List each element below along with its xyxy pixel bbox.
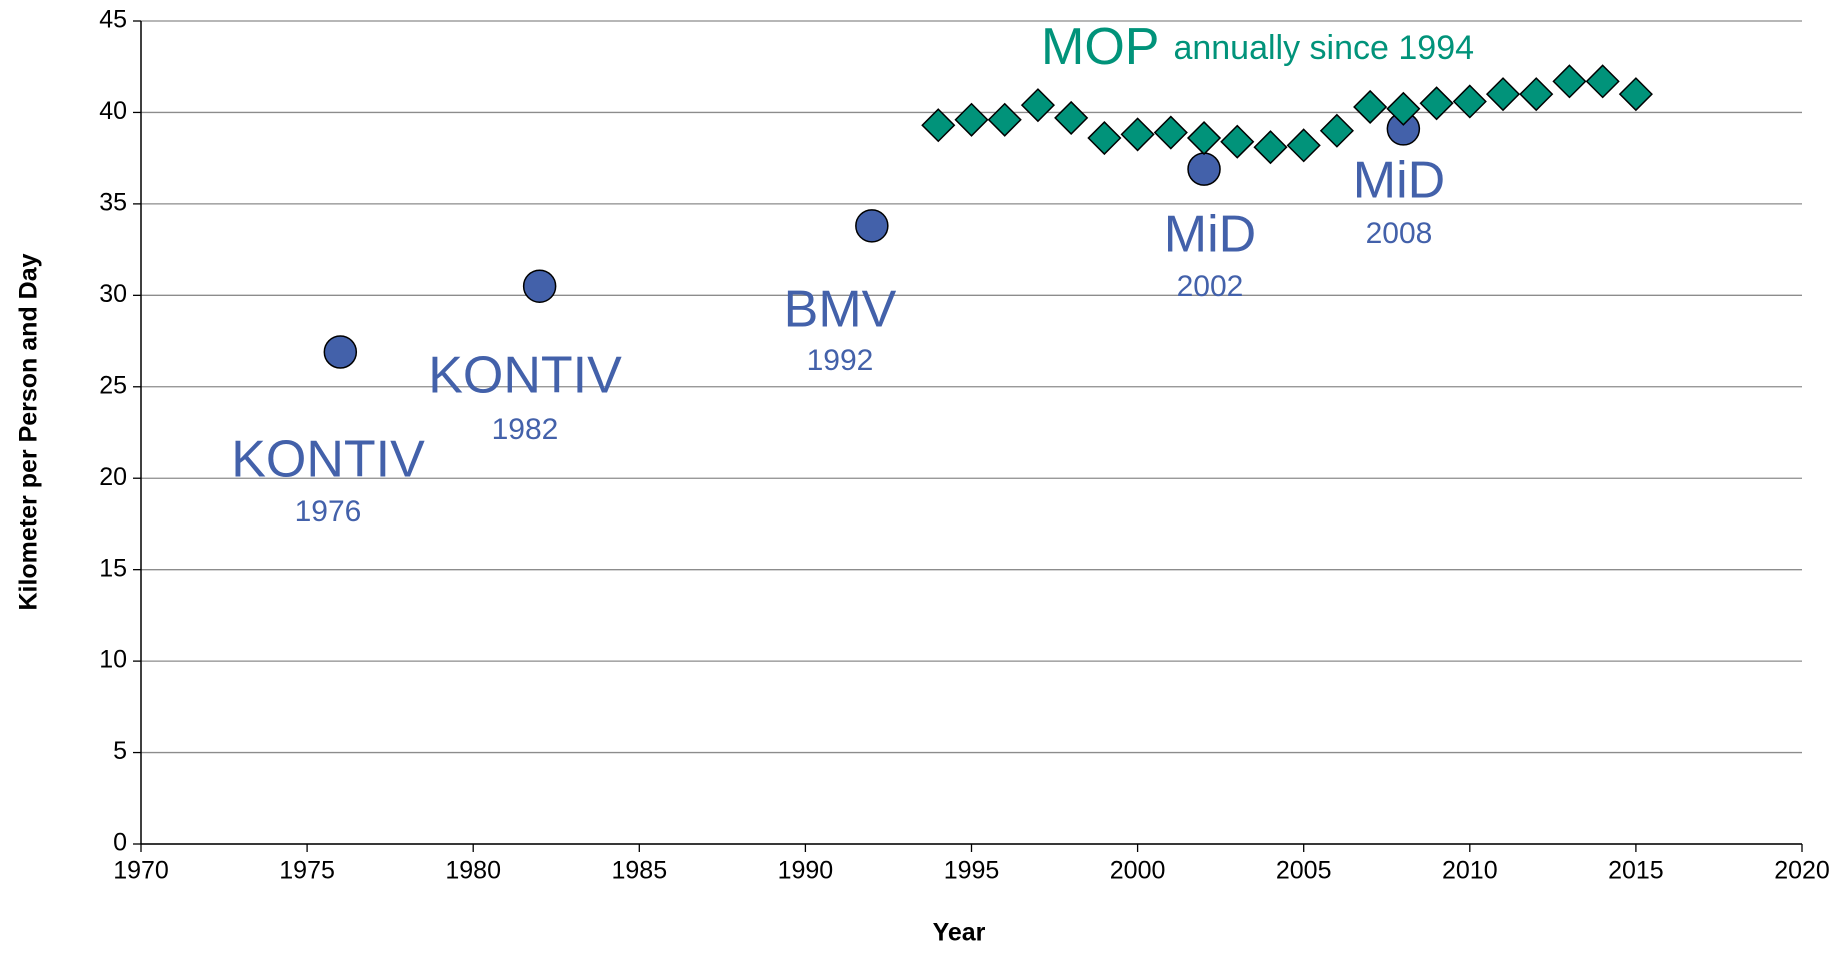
data-point: [1087, 120, 1122, 156]
annotation-main: MOP: [1041, 18, 1159, 76]
data-point: [987, 102, 1022, 137]
x-tick-label: 1990: [778, 857, 834, 885]
annotation: KONTIV: [231, 431, 425, 489]
data-point: [323, 335, 358, 369]
data-point: [1020, 88, 1056, 123]
annotation: MOP annually since 1994: [1041, 18, 1474, 76]
annotation: KONTIV: [428, 347, 622, 405]
y-tick-label: 5: [113, 737, 127, 765]
data-point: [522, 269, 557, 303]
y-tick-label: 35: [99, 188, 127, 216]
data-point: [1552, 64, 1587, 99]
data-point: [1519, 77, 1554, 112]
annotation-sub: annually since 1994: [1173, 29, 1474, 67]
annotation: BMV: [784, 281, 897, 339]
y-tick-label: 15: [99, 554, 127, 582]
x-tick-label: 1995: [944, 857, 1000, 885]
data-point: [1319, 113, 1354, 148]
annotation-sub: 1992: [807, 344, 874, 377]
y-tick-label: 40: [99, 97, 127, 125]
data-point: [954, 102, 989, 137]
data-point: [1054, 100, 1089, 135]
x-tick-label: 2015: [1608, 857, 1664, 885]
y-tick-label: 30: [99, 280, 127, 308]
y-tick-label: 10: [99, 646, 127, 674]
data-point: [1153, 115, 1188, 150]
data-point: [1120, 117, 1155, 152]
x-axis-label: Year: [933, 919, 986, 947]
data-point: [1187, 152, 1221, 186]
annotation-sub: 1982: [492, 413, 559, 446]
annotation-sub: 2008: [1366, 217, 1433, 250]
x-tick-label: 1985: [611, 857, 667, 885]
data-point: [855, 209, 889, 243]
x-tick-label: 2020: [1774, 857, 1830, 885]
data-point: [1286, 128, 1321, 163]
annotation-sub: 1976: [295, 495, 362, 528]
data-point: [1253, 130, 1288, 165]
x-tick-label: 1980: [445, 857, 501, 885]
data-point: [1419, 86, 1454, 121]
y-tick-label: 25: [99, 371, 127, 399]
x-tick-label: 1970: [113, 857, 169, 885]
x-tick-label: 2000: [1110, 857, 1166, 885]
data-point: [1353, 89, 1388, 125]
data-point: [1485, 77, 1521, 112]
data-point: [1618, 77, 1653, 112]
x-tick-label: 1975: [279, 857, 335, 885]
y-tick-label: 20: [99, 463, 127, 491]
y-tick-label: 45: [99, 6, 127, 34]
data-point: [1386, 91, 1421, 126]
data-point: [1452, 84, 1487, 119]
annotation-sub: 2002: [1177, 270, 1244, 303]
data-point: [1186, 120, 1222, 156]
data-point: [1220, 124, 1255, 159]
x-tick-label: 2005: [1276, 857, 1332, 885]
annotation: MiD: [1164, 206, 1256, 264]
data-point: [921, 108, 956, 143]
annotation: MiD: [1353, 152, 1445, 210]
x-tick-label: 2010: [1442, 857, 1498, 885]
y-axis-label: Kilometer per Person and Day: [15, 253, 43, 610]
y-tick-label: 0: [113, 829, 127, 857]
data-point: [1585, 64, 1620, 99]
